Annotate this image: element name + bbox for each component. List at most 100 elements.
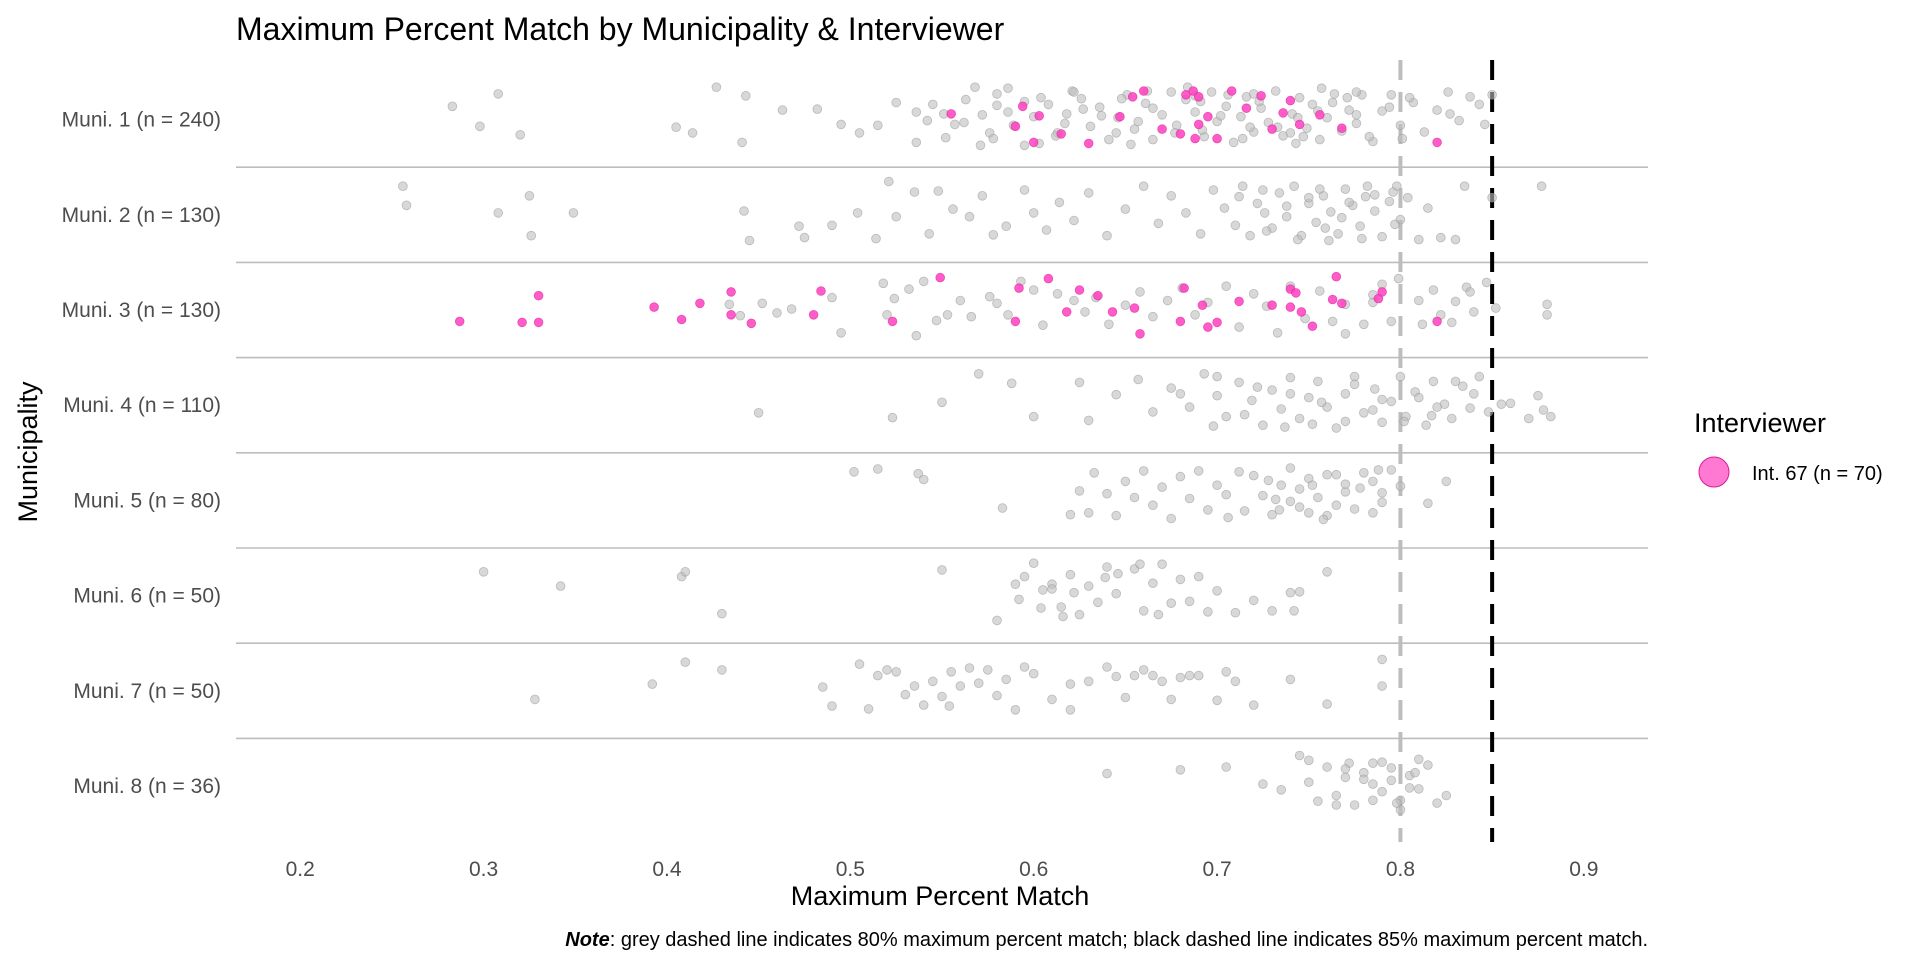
- point-other: [1190, 107, 1200, 117]
- point-other: [937, 691, 947, 702]
- y-tick-label: Muni. 2 (n = 130): [62, 204, 221, 227]
- point-other: [964, 211, 975, 222]
- point-other: [1258, 779, 1268, 789]
- point-other: [1414, 784, 1424, 794]
- point-int-67: [935, 272, 945, 283]
- point-other: [1294, 413, 1305, 424]
- point-other: [1304, 392, 1314, 403]
- point-other: [1393, 273, 1404, 284]
- point-int-67: [1294, 119, 1305, 130]
- point-other: [1454, 115, 1464, 126]
- point-other: [1428, 285, 1439, 295]
- point-other: [1386, 775, 1397, 786]
- point-int-67: [1014, 283, 1024, 293]
- point-other: [1138, 466, 1149, 476]
- point-other: [1294, 92, 1305, 103]
- point-other: [1148, 311, 1158, 322]
- point-other: [1038, 585, 1048, 595]
- point-other: [988, 230, 999, 240]
- point-int-67: [816, 286, 826, 296]
- point-int-67: [1190, 133, 1200, 144]
- point-other: [1294, 750, 1305, 761]
- point-other: [1274, 505, 1285, 515]
- point-other: [1533, 390, 1543, 401]
- point-other: [711, 82, 722, 92]
- x-tick-label: 0.2: [286, 858, 315, 881]
- point-other: [1129, 124, 1140, 134]
- x-tick-label: 0.3: [469, 858, 498, 881]
- point-other: [1102, 662, 1112, 672]
- legend-swatch-int-67: [1698, 456, 1730, 488]
- point-other: [1028, 285, 1039, 295]
- point-other: [1212, 371, 1222, 382]
- point-other: [1410, 767, 1420, 778]
- point-other: [992, 615, 1002, 626]
- point-other: [887, 412, 898, 423]
- point-other: [982, 665, 993, 675]
- point-int-67: [746, 318, 757, 329]
- point-int-67: [1267, 300, 1277, 311]
- point-other: [1221, 666, 1231, 677]
- point-other: [1324, 235, 1334, 246]
- point-other: [1203, 505, 1213, 515]
- point-other: [1285, 587, 1296, 598]
- point-int-67: [1291, 288, 1301, 298]
- point-other: [1003, 107, 1013, 117]
- point-other: [1267, 605, 1277, 616]
- point-other: [1248, 700, 1259, 710]
- x-axis-title: Maximum Percent Match: [791, 881, 1090, 911]
- point-other: [1340, 388, 1351, 399]
- point-int-67: [454, 316, 465, 327]
- point-other: [1414, 754, 1424, 765]
- point-other: [1003, 309, 1013, 320]
- point-other: [1038, 320, 1048, 331]
- x-tick-label: 0.6: [1019, 858, 1048, 881]
- x-axis-tick-labels: 0.2 0.3 0.4 0.5 0.6 0.7 0.8 0.9: [286, 858, 1599, 881]
- point-other: [1199, 368, 1209, 379]
- point-other: [1193, 571, 1204, 582]
- point-other: [1221, 489, 1231, 500]
- point-other: [1386, 316, 1397, 327]
- point-other: [1342, 92, 1353, 103]
- point-other: [960, 94, 971, 105]
- point-other: [1423, 498, 1433, 509]
- point-other: [1404, 92, 1415, 103]
- point-other: [1036, 603, 1046, 613]
- point-other: [1340, 416, 1351, 427]
- point-other: [1259, 208, 1270, 218]
- point-other: [1237, 181, 1248, 192]
- point-other: [1285, 128, 1296, 138]
- point-other: [739, 206, 749, 216]
- point-other: [992, 89, 1002, 99]
- legend: Interviewer Int. 67 (n = 70): [1694, 408, 1883, 488]
- point-other: [1094, 102, 1105, 112]
- point-other: [1320, 223, 1331, 233]
- point-other: [1248, 470, 1259, 481]
- point-other: [1337, 212, 1347, 223]
- point-other: [992, 100, 1002, 111]
- point-other: [1370, 190, 1380, 200]
- point-other: [1331, 500, 1342, 511]
- point-other: [900, 689, 911, 700]
- point-other: [1276, 404, 1286, 414]
- point-other: [1133, 116, 1143, 127]
- point-other: [524, 191, 535, 201]
- point-other: [1315, 184, 1325, 194]
- point-other: [817, 682, 828, 692]
- point-other: [1263, 475, 1274, 486]
- point-int-67: [649, 302, 659, 312]
- point-other: [1148, 407, 1158, 417]
- point-other: [1331, 790, 1342, 801]
- point-int-67: [1278, 108, 1288, 118]
- point-other: [1111, 128, 1121, 138]
- point-other: [1234, 191, 1244, 202]
- point-other: [872, 464, 883, 474]
- point-other: [1010, 704, 1021, 715]
- point-other: [1203, 606, 1213, 617]
- x-tick-label: 0.4: [652, 858, 682, 881]
- point-other: [1083, 676, 1094, 687]
- point-other: [1028, 208, 1039, 218]
- point-other: [988, 133, 999, 144]
- point-other: [1181, 208, 1191, 218]
- point-other: [1340, 328, 1351, 339]
